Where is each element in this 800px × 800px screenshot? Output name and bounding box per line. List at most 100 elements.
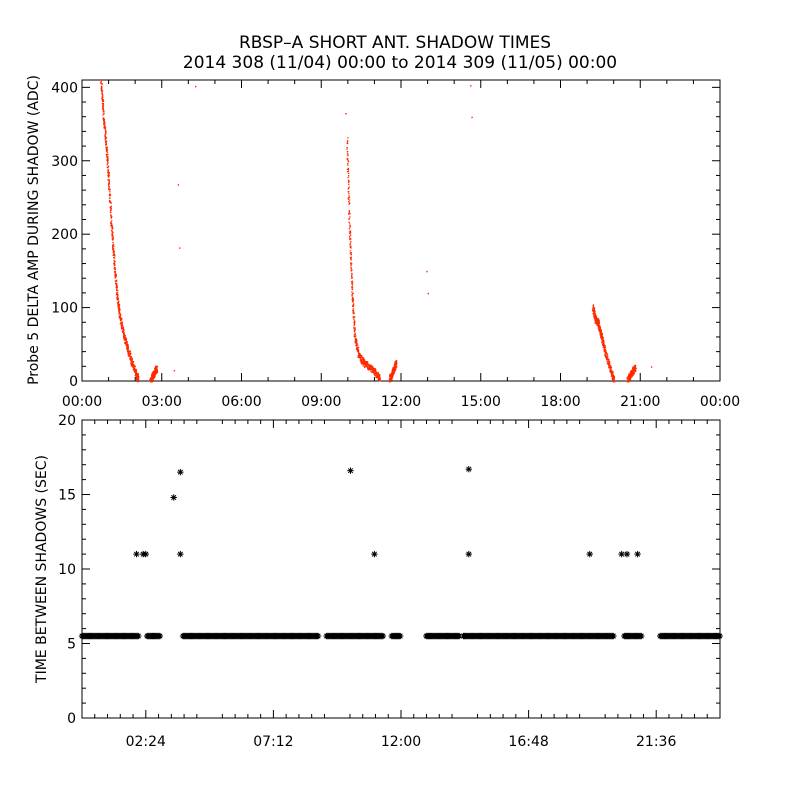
top-data-point bbox=[379, 379, 381, 381]
top-data-point bbox=[608, 361, 611, 363]
top-data-point bbox=[118, 300, 120, 302]
top-data-point bbox=[119, 312, 121, 315]
top-data-point bbox=[396, 366, 398, 368]
top-data-point bbox=[598, 318, 600, 320]
top-data-point bbox=[109, 201, 111, 204]
bottom-x-tick-label: 12:00 bbox=[381, 734, 421, 750]
top-data-point bbox=[114, 276, 117, 279]
top-data-point bbox=[102, 104, 105, 106]
top-data-point bbox=[112, 246, 114, 248]
top-data-point bbox=[116, 296, 118, 298]
top-data-point bbox=[391, 376, 393, 378]
top-data-point bbox=[605, 357, 608, 359]
top-data-point bbox=[395, 360, 397, 362]
top-data-point bbox=[346, 158, 349, 160]
top-data-point bbox=[393, 372, 395, 374]
bottom-data-point bbox=[142, 550, 149, 558]
top-data-point bbox=[348, 181, 350, 184]
top-data-point bbox=[395, 363, 397, 365]
top-data-point bbox=[630, 377, 632, 380]
top-data-point bbox=[155, 372, 157, 374]
top-data-point bbox=[105, 137, 107, 139]
top-data-point bbox=[112, 254, 114, 256]
top-data-point bbox=[108, 197, 111, 200]
top-data-point bbox=[374, 370, 377, 372]
top-data-point bbox=[611, 374, 613, 376]
top-data-point bbox=[351, 281, 353, 283]
top-data-point bbox=[115, 274, 117, 276]
top-data-point bbox=[389, 376, 392, 378]
top-data-point bbox=[112, 251, 114, 253]
top-data-point bbox=[347, 140, 349, 142]
bottom-data-point bbox=[465, 465, 472, 473]
top-data-point bbox=[101, 95, 104, 97]
top-data-point bbox=[126, 341, 128, 343]
top-data-point bbox=[104, 128, 106, 130]
top-data-point bbox=[389, 374, 391, 376]
top-data-point bbox=[633, 369, 635, 371]
top-data-point bbox=[120, 319, 122, 322]
top-data-point bbox=[395, 365, 398, 367]
bottom-data-point bbox=[133, 550, 140, 558]
top-data-point bbox=[350, 270, 352, 272]
top-data-point bbox=[370, 365, 372, 367]
top-data-point bbox=[363, 362, 365, 364]
top-data-point bbox=[377, 376, 379, 378]
top-data-point bbox=[362, 358, 365, 360]
top-data-point bbox=[101, 92, 103, 94]
top-data-point bbox=[121, 327, 123, 329]
top-data-point bbox=[129, 356, 132, 359]
top-data-point bbox=[351, 286, 353, 288]
top-data-point bbox=[346, 148, 348, 150]
top-data-point bbox=[394, 367, 396, 369]
top-data-point bbox=[128, 350, 130, 353]
top-data-point bbox=[359, 354, 361, 356]
top-data-point bbox=[105, 148, 108, 150]
top-data-point bbox=[354, 320, 356, 322]
bottom-y-tick-label: 5 bbox=[67, 637, 76, 653]
top-data-point bbox=[123, 335, 125, 338]
top-data-point bbox=[126, 343, 128, 346]
top-data-point bbox=[111, 216, 113, 218]
top-data-point bbox=[134, 365, 136, 367]
top-data-point bbox=[110, 214, 112, 216]
top-data-point bbox=[348, 201, 350, 203]
top-data-point bbox=[101, 97, 103, 100]
top-data-point bbox=[608, 366, 611, 368]
bottom-data-point bbox=[347, 467, 354, 474]
top-data-point bbox=[393, 365, 395, 367]
top-data-point bbox=[131, 358, 133, 360]
top-data-point bbox=[354, 331, 356, 333]
top-data-point bbox=[124, 343, 126, 345]
top-data-point bbox=[350, 266, 352, 268]
top-data-point bbox=[355, 335, 357, 337]
bottom-baseline-point bbox=[638, 632, 645, 640]
top-data-point bbox=[601, 339, 603, 341]
top-data-point bbox=[107, 159, 109, 161]
top-data-point bbox=[101, 93, 103, 95]
top-data-point bbox=[370, 368, 372, 370]
top-data-point bbox=[357, 346, 360, 349]
top-data-point bbox=[609, 365, 611, 367]
top-data-point bbox=[633, 372, 635, 374]
top-data-point bbox=[101, 83, 103, 85]
top-data-point bbox=[367, 362, 369, 364]
top-x-tick-label: 03:00 bbox=[142, 394, 182, 410]
top-data-point bbox=[602, 339, 604, 341]
top-data-point bbox=[111, 231, 113, 233]
top-data-point bbox=[600, 329, 602, 331]
top-data-point bbox=[109, 207, 111, 209]
top-data-point bbox=[626, 378, 629, 380]
top-data-point bbox=[354, 335, 357, 338]
top-data-point bbox=[372, 371, 375, 373]
top-data-point bbox=[595, 315, 597, 317]
top-data-point bbox=[372, 366, 374, 368]
top-data-point bbox=[115, 283, 117, 285]
top-data-point bbox=[596, 318, 598, 320]
top-data-point bbox=[108, 172, 110, 174]
top-data-point bbox=[600, 331, 602, 333]
bottom-data-point bbox=[586, 550, 593, 558]
top-data-point bbox=[101, 100, 104, 102]
bottom-axis-ticks: 02:24 07:12 12:00 16:48 21:36 0 5 10 15 20 bbox=[58, 413, 720, 750]
top-data-point bbox=[112, 241, 114, 244]
